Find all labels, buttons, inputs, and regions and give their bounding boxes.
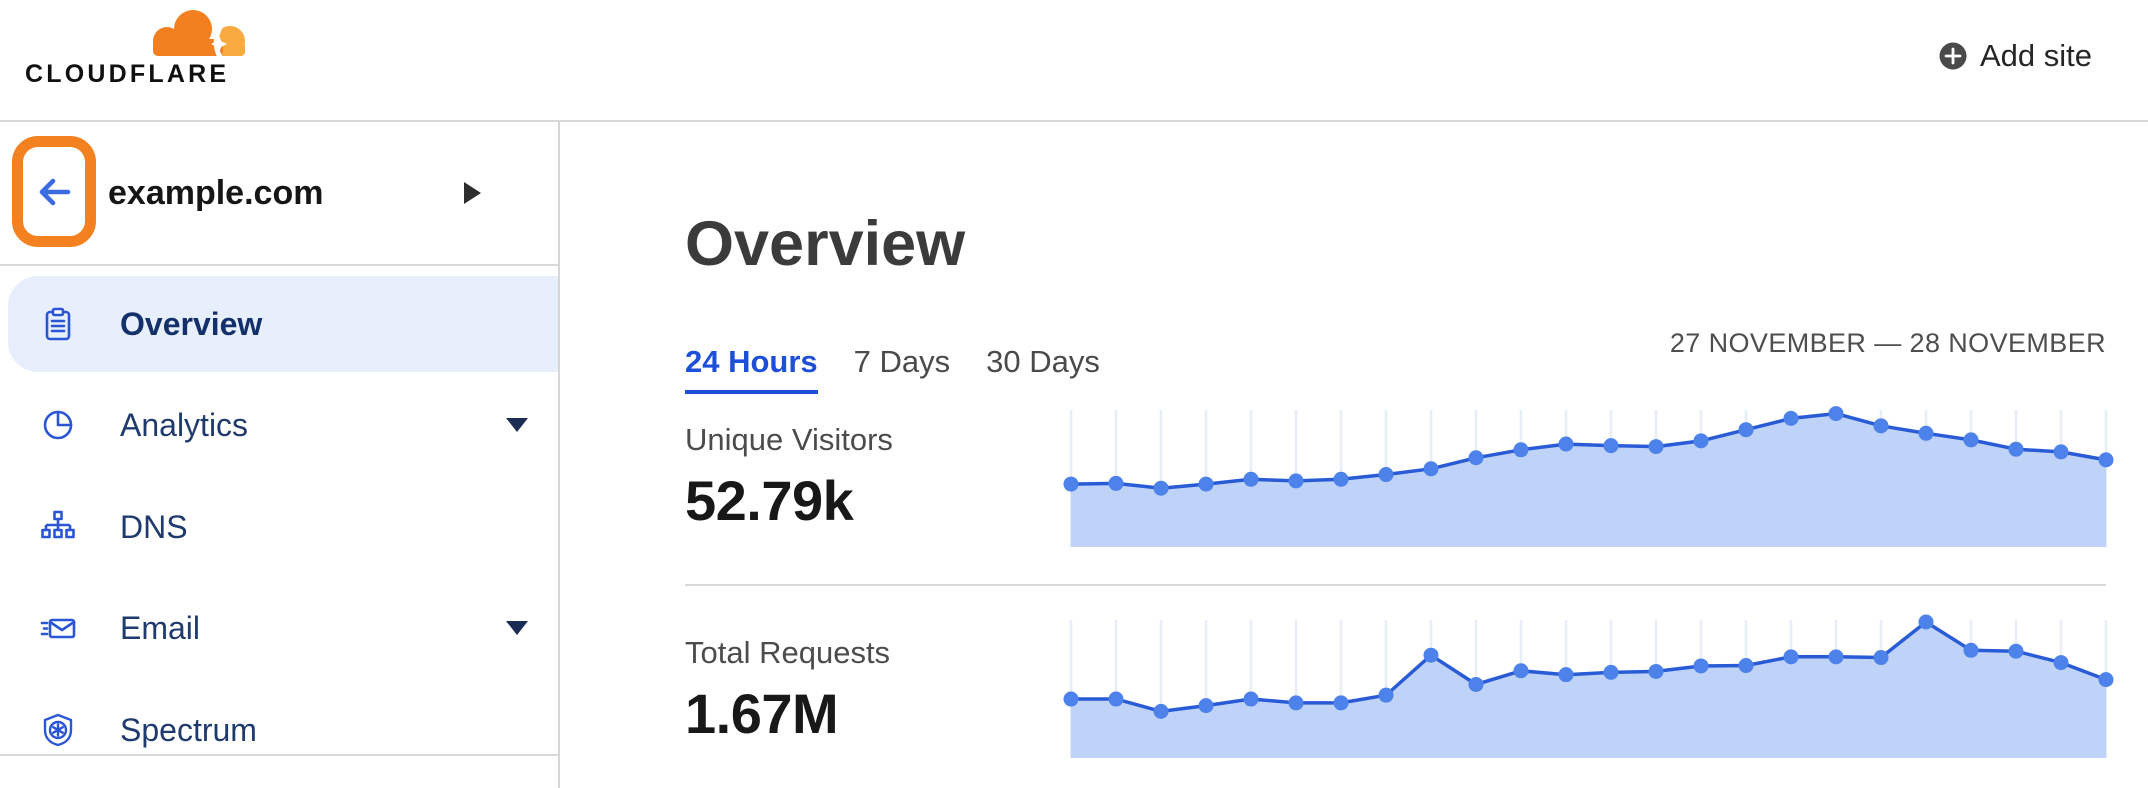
email-icon xyxy=(40,618,76,639)
unique-visitors-label: Unique Visitors xyxy=(685,422,893,457)
dns-tree-icon xyxy=(41,510,75,539)
total-requests-chart[interactable] xyxy=(1063,614,2114,758)
tab-24-hours[interactable]: 24 Hours xyxy=(685,344,818,394)
unique-visitors-chart[interactable] xyxy=(1063,406,2114,547)
main-content: Overview 24 Hours 7 Days 30 Days 27 NOVE… xyxy=(560,122,2148,788)
sidebar-item-label: Email xyxy=(120,610,201,646)
site-name: example.com xyxy=(108,174,324,212)
sidebar-item-label: Spectrum xyxy=(120,712,257,748)
pie-chart-icon xyxy=(43,410,73,440)
sidebar-item-email[interactable]: Email xyxy=(0,580,558,676)
total-requests-value: 1.67M xyxy=(685,682,839,745)
caret-down-icon[interactable] xyxy=(506,621,528,635)
add-site-label: Add site xyxy=(1979,38,2092,73)
back-button[interactable] xyxy=(12,136,96,247)
date-range-label: 27 NOVEMBER — 28 NOVEMBER xyxy=(1669,328,2106,358)
sidebar: example.com Overview Analytics xyxy=(0,122,560,788)
cloudflare-wordmark: CLOUDFLARE xyxy=(25,60,230,88)
sidebar-item-overview[interactable]: Overview xyxy=(0,276,558,372)
sidebar-item-dns[interactable]: DNS xyxy=(0,479,558,575)
top-header: CLOUDFLARE Add site xyxy=(0,0,2148,122)
time-range-tabs: 24 Hours 7 Days 30 Days xyxy=(685,344,1100,394)
clipboard-icon xyxy=(45,307,71,341)
cloudflare-logo: CLOUDFLARE xyxy=(25,6,259,89)
total-requests-label: Total Requests xyxy=(685,635,891,670)
site-header-row: example.com xyxy=(0,122,558,266)
shield-icon xyxy=(43,713,73,747)
sidebar-item-label: Overview xyxy=(120,306,263,342)
page-title: Overview xyxy=(685,209,966,279)
cloudflare-cloud-icon xyxy=(153,10,245,58)
site-switcher-chevron-right-icon[interactable] xyxy=(464,182,481,204)
tab-7-days[interactable]: 7 Days xyxy=(853,344,951,379)
stats-divider xyxy=(685,584,2106,586)
caret-down-icon[interactable] xyxy=(506,418,528,432)
tab-30-days[interactable]: 30 Days xyxy=(986,344,1100,379)
plus-circle-icon xyxy=(1939,42,1967,70)
sidebar-bottom-divider xyxy=(0,754,558,756)
arrow-left-icon xyxy=(39,178,71,205)
sidebar-item-spectrum[interactable]: Spectrum xyxy=(0,682,558,778)
selected-row-highlight xyxy=(8,276,558,372)
sidebar-item-label: DNS xyxy=(120,509,188,545)
unique-visitors-value: 52.79k xyxy=(685,469,854,532)
sidebar-item-analytics[interactable]: Analytics xyxy=(0,377,558,473)
sidebar-item-label: Analytics xyxy=(120,407,249,443)
add-site-button[interactable]: Add site xyxy=(1939,38,2092,74)
